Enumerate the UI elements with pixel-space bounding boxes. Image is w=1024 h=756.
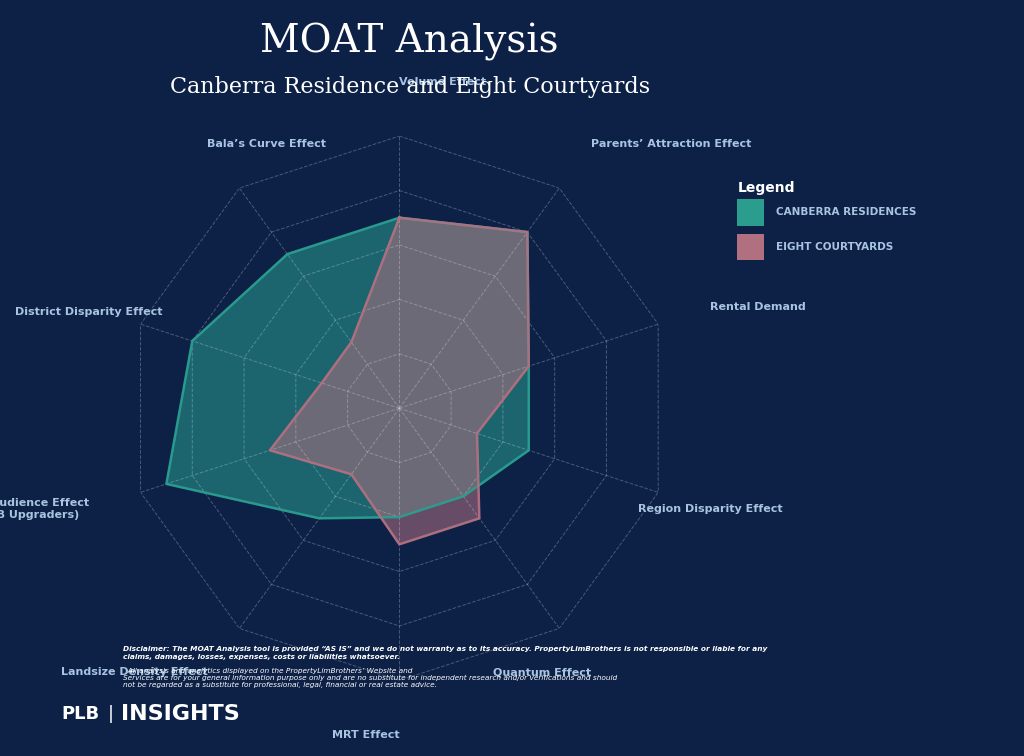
Bar [737,234,764,260]
Text: Volume Effect: Volume Effect [399,76,486,87]
Text: MOAT Analysis: MOAT Analysis [260,23,559,60]
Text: Parents’ Attraction Effect: Parents’ Attraction Effect [591,139,752,149]
Text: PLB: PLB [61,705,99,723]
Text: All analysis and analytics displayed on the PropertyLimBrothers’ Website and
Ser: All analysis and analytics displayed on … [123,668,617,688]
Text: |: | [108,705,114,723]
Text: CANBERRA RESIDENCES: CANBERRA RESIDENCES [775,207,915,218]
Text: Landsize Density Effect: Landsize Density Effect [60,668,208,677]
Polygon shape [270,218,528,544]
Text: Quantum Effect: Quantum Effect [494,668,591,677]
Text: Disclaimer: The MOAT Analysis tool is provided “AS IS” and we do not warranty as: Disclaimer: The MOAT Analysis tool is pr… [123,646,767,660]
Text: MRT Effect: MRT Effect [332,730,399,740]
Bar [737,200,764,226]
Text: Canberra Residence and Eight Courtyards: Canberra Residence and Eight Courtyards [170,76,649,98]
Polygon shape [167,218,528,519]
Text: District Disparity Effect: District Disparity Effect [15,308,163,318]
Text: Legend: Legend [737,181,795,196]
Text: Bala’s Curve Effect: Bala’s Curve Effect [208,139,327,149]
Text: INSIGHTS: INSIGHTS [121,705,240,724]
Text: Region Disparity Effect: Region Disparity Effect [638,504,782,514]
Text: Rental Demand: Rental Demand [710,302,806,312]
Text: Exit Audience Effect
(HDB Upgraders): Exit Audience Effect (HDB Upgraders) [0,498,89,520]
Text: EIGHT COURTYARDS: EIGHT COURTYARDS [775,242,893,252]
